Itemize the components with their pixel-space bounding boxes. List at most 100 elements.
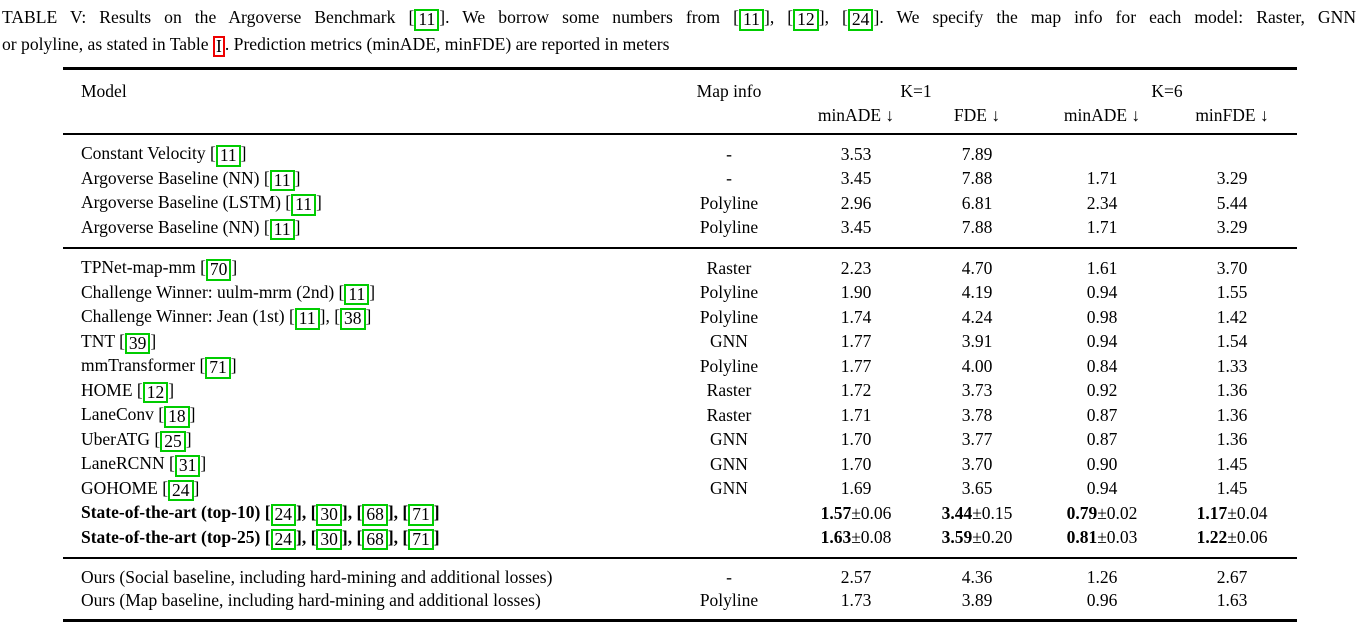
results-table: Model Map info K=1 K=6 minADE ↓ FDE ↓ mi… <box>63 67 1298 622</box>
map-info-cell: - <box>726 168 732 189</box>
citation-link-box[interactable]: 24 <box>270 504 297 526</box>
metric-cell: 1.57±0.06 <box>820 502 892 523</box>
caption-line-2: or polyline, as stated in Table I. Predi… <box>2 33 670 58</box>
citation-link-box[interactable]: 68 <box>362 504 388 526</box>
map-info-cell: Polyline <box>699 306 759 327</box>
table-row: TNT [39] GNN 1.77 3.91 0.94 1.54 <box>63 330 1297 355</box>
citation-link-box[interactable]: 11 <box>291 194 316 216</box>
citation-link-box[interactable]: 24 <box>168 479 194 502</box>
citation-link-box[interactable]: 39 <box>124 332 151 355</box>
metric-cell: 2.34 <box>1086 192 1118 213</box>
table-row: Ours (Map baseline, including hard-minin… <box>63 589 1297 621</box>
metric-cell: 3.73 <box>961 380 993 401</box>
col-header-minade-k6: minADE ↓ <box>1037 103 1168 136</box>
caption-line-1: TABLE V: Results on the Argoverse Benchm… <box>2 7 1357 31</box>
metric-cell: 3.44±0.15 <box>941 502 1013 523</box>
metric-cell: 2.96 <box>840 192 872 213</box>
citation-link-box[interactable]: 24 <box>270 528 297 551</box>
citation-link-box[interactable]: 70 <box>205 259 232 281</box>
citation-link-box[interactable]: 11 <box>269 169 295 192</box>
map-info-cell <box>663 501 795 526</box>
citation-link-box[interactable]: 24 <box>847 9 874 31</box>
citation-link-box[interactable]: 71 <box>408 504 434 526</box>
metric-cell: 0.90 <box>1086 453 1118 474</box>
metric-cell: 3.65 <box>961 478 993 499</box>
metric-cell: 1.26 <box>1037 557 1168 590</box>
map-info-cell: - <box>726 143 732 164</box>
citation-link-box[interactable]: 11 <box>344 283 370 306</box>
model-cell: GOHOME [24] <box>81 477 200 502</box>
citation-link-box[interactable]: 11 <box>739 9 764 31</box>
col-header-k1: K=1 <box>900 81 932 102</box>
metric-cell: 5.44 <box>1216 192 1248 213</box>
metric-cell: 4.36 <box>917 557 1038 590</box>
col-header-model: Model <box>63 68 663 136</box>
metric-cell: 3.70 <box>961 453 993 474</box>
citation-link-box[interactable]: 68 <box>362 528 388 551</box>
model-cell: UberATG [25] <box>81 428 192 453</box>
table-row: State-of-the-art (top-25) [24], [30], [6… <box>63 526 1297 559</box>
citation-link-box[interactable]: 30 <box>316 504 342 526</box>
metric-cell: 1.71 <box>1086 168 1118 189</box>
citation-link-box[interactable]: 11 <box>414 9 440 31</box>
map-info-cell: Raster <box>663 247 795 281</box>
table-row: Argoverse Baseline (NN) [11] - 3.45 7.88 1.7… <box>63 167 1297 192</box>
citation-link-box[interactable]: 12 <box>793 9 819 31</box>
model-cell: TNT [39] <box>81 330 157 355</box>
citation-link-box[interactable]: 71 <box>408 528 434 551</box>
table-row: LaneRCNN [31] GNN 1.70 3.70 0.90 1.45 <box>63 452 1297 477</box>
model-cell: mmTransformer [71] <box>81 355 237 379</box>
map-info-cell: Polyline <box>699 217 759 238</box>
table-row: mmTransformer [71] Polyline 1.77 4.00 0.84 1.… <box>63 354 1297 379</box>
metric-cell: 1.42 <box>1216 306 1248 327</box>
model-cell: LaneRCNN [31] <box>81 453 207 477</box>
table-row: State-of-the-art (top-10) [24], [30], [6… <box>63 501 1297 526</box>
model-cell: Argoverse Baseline (NN) [11] <box>81 167 301 192</box>
model-cell: State-of-the-art (top-25) [24], [30], [6… <box>81 526 440 551</box>
table-group: TPNet-map-mm [70] Raster 2.23 4.70 1.61 3.70 C… <box>63 247 1298 559</box>
model-cell: HOME [12] <box>81 379 175 404</box>
map-info-cell: GNN <box>710 478 748 499</box>
citation-link-box[interactable]: 31 <box>174 455 201 477</box>
col-header-k6: K=6 <box>1151 81 1183 102</box>
metric-cell: 1.54 <box>1216 331 1248 352</box>
metric-cell: 4.24 <box>961 306 993 327</box>
citation-link-box[interactable]: 11 <box>215 145 241 167</box>
metric-cell: 2.67 <box>1167 557 1298 590</box>
metric-cell: 2.23 <box>795 247 917 281</box>
model-cell: Challenge Winner: Jean (1st) [11], [38] <box>81 306 372 330</box>
metric-cell: 7.88 <box>961 168 993 189</box>
metric-cell: 3.29 <box>1216 217 1248 238</box>
map-info-cell: GNN <box>710 453 748 474</box>
metric-cell: 1.90 <box>840 282 872 303</box>
metric-cell <box>1167 134 1297 167</box>
metric-cell: 0.87 <box>1086 429 1118 450</box>
metric-cell: 3.78 <box>961 404 993 425</box>
citation-link-box[interactable]: 11 <box>269 218 295 241</box>
citation-link-box[interactable]: 71 <box>205 357 231 379</box>
metric-cell: 1.73 <box>840 590 872 611</box>
citation-link-box[interactable]: 30 <box>316 528 342 551</box>
table-header: Model Map info K=1 K=6 minADE ↓ FDE ↓ mi… <box>63 68 1298 136</box>
model-cell: Ours (Map baseline, including hard-minin… <box>81 590 541 611</box>
citation-link-box[interactable]: 38 <box>340 308 366 330</box>
metric-cell: 1.70 <box>840 453 872 474</box>
map-info-cell <box>663 526 795 559</box>
citation-link-box[interactable]: 25 <box>160 430 186 453</box>
table-reference-link-box[interactable]: I <box>213 35 225 58</box>
metric-cell: 4.19 <box>961 282 993 303</box>
metric-cell: 0.98 <box>1086 306 1118 327</box>
model-cell: Constant Velocity [11] <box>81 143 247 167</box>
citation-link-box[interactable]: 11 <box>294 308 320 330</box>
model-cell: State-of-the-art (top-10) [24], [30], [6… <box>81 502 440 526</box>
table-row: Argoverse Baseline (LSTM) [11] Polyline 2.… <box>63 191 1297 216</box>
citation-link-box[interactable]: 18 <box>164 406 190 428</box>
table-group: Constant Velocity [11] - 3.53 7.89 Argoverse… <box>63 134 1297 248</box>
metric-cell: 0.79±0.02 <box>1066 502 1138 523</box>
citation-link-box[interactable]: 12 <box>142 381 169 404</box>
model-cell: TPNet-map-mm [70] <box>63 247 663 281</box>
metric-cell: 1.61 <box>1037 247 1168 281</box>
metric-cell: 7.88 <box>961 217 993 238</box>
metric-cell: 1.71 <box>1086 217 1118 238</box>
metric-cell: 1.71 <box>840 404 872 425</box>
